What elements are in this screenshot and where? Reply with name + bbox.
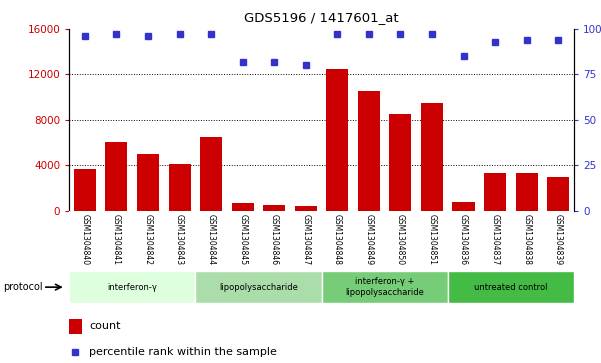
Bar xyxy=(421,103,443,211)
Text: GDS5196 / 1417601_at: GDS5196 / 1417601_at xyxy=(244,11,399,24)
Text: GSM1304838: GSM1304838 xyxy=(522,213,531,265)
Bar xyxy=(326,69,349,211)
Text: GSM1304844: GSM1304844 xyxy=(207,213,216,265)
Bar xyxy=(168,164,191,211)
Bar xyxy=(294,206,317,211)
Bar xyxy=(389,114,412,211)
Text: GSM1304847: GSM1304847 xyxy=(301,213,310,265)
Bar xyxy=(195,271,322,303)
Text: GSM1304837: GSM1304837 xyxy=(490,213,499,265)
Bar xyxy=(448,271,574,303)
Text: lipopolysaccharide: lipopolysaccharide xyxy=(219,283,298,291)
Text: count: count xyxy=(90,321,121,331)
Text: GSM1304846: GSM1304846 xyxy=(270,213,279,265)
Bar xyxy=(453,202,475,211)
Bar xyxy=(69,319,82,334)
Text: interferon-γ: interferon-γ xyxy=(108,283,157,291)
Text: GSM1304843: GSM1304843 xyxy=(175,213,184,265)
Text: interferon-γ +
lipopolysaccharide: interferon-γ + lipopolysaccharide xyxy=(345,277,424,297)
Text: GSM1304845: GSM1304845 xyxy=(238,213,247,265)
Text: GSM1304836: GSM1304836 xyxy=(459,213,468,265)
Text: protocol: protocol xyxy=(3,282,43,292)
Bar xyxy=(322,271,448,303)
Text: GSM1304840: GSM1304840 xyxy=(81,213,90,265)
Bar xyxy=(74,168,96,211)
Text: GSM1304839: GSM1304839 xyxy=(554,213,563,265)
Bar xyxy=(200,137,222,211)
Text: percentile rank within the sample: percentile rank within the sample xyxy=(90,347,277,357)
Text: GSM1304848: GSM1304848 xyxy=(333,213,342,265)
Text: untreated control: untreated control xyxy=(474,283,548,291)
Bar xyxy=(137,154,159,211)
Bar xyxy=(358,91,380,211)
Bar xyxy=(231,203,254,211)
Bar xyxy=(105,143,127,211)
Bar xyxy=(484,173,506,211)
Text: GSM1304841: GSM1304841 xyxy=(112,213,121,265)
Bar xyxy=(69,271,195,303)
Text: GSM1304842: GSM1304842 xyxy=(144,213,153,265)
Bar xyxy=(263,205,285,211)
Text: GSM1304851: GSM1304851 xyxy=(427,213,436,265)
Bar xyxy=(547,176,569,211)
Text: GSM1304850: GSM1304850 xyxy=(396,213,405,265)
Text: GSM1304849: GSM1304849 xyxy=(364,213,373,265)
Bar xyxy=(516,173,538,211)
